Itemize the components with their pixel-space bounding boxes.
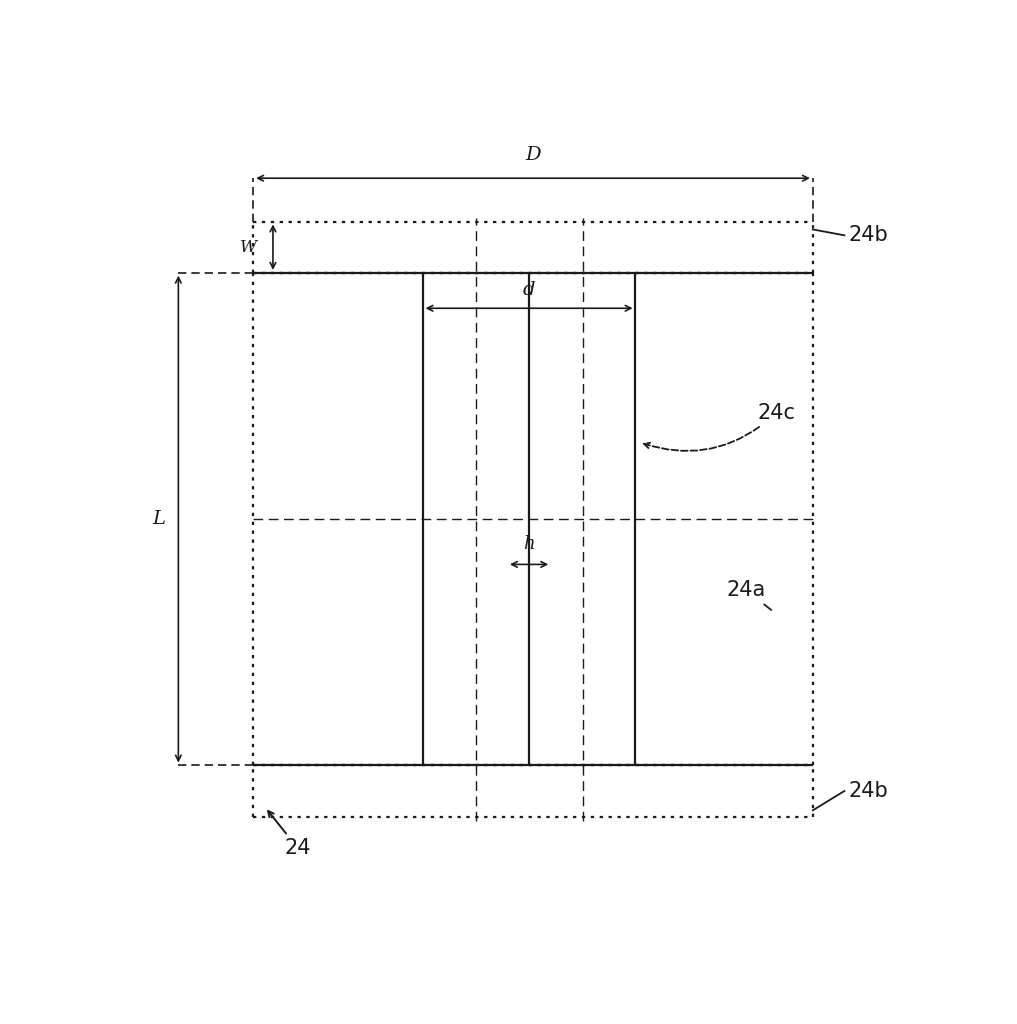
- Text: 24a: 24a: [726, 580, 771, 610]
- Text: 24b: 24b: [848, 225, 888, 246]
- Text: D: D: [525, 146, 541, 164]
- Text: L: L: [153, 510, 165, 528]
- Text: d: d: [523, 281, 535, 299]
- Text: h: h: [524, 536, 535, 553]
- Text: W: W: [240, 239, 257, 256]
- Text: 24c: 24c: [644, 402, 795, 451]
- Text: 24: 24: [268, 811, 311, 858]
- Text: 24b: 24b: [848, 781, 888, 801]
